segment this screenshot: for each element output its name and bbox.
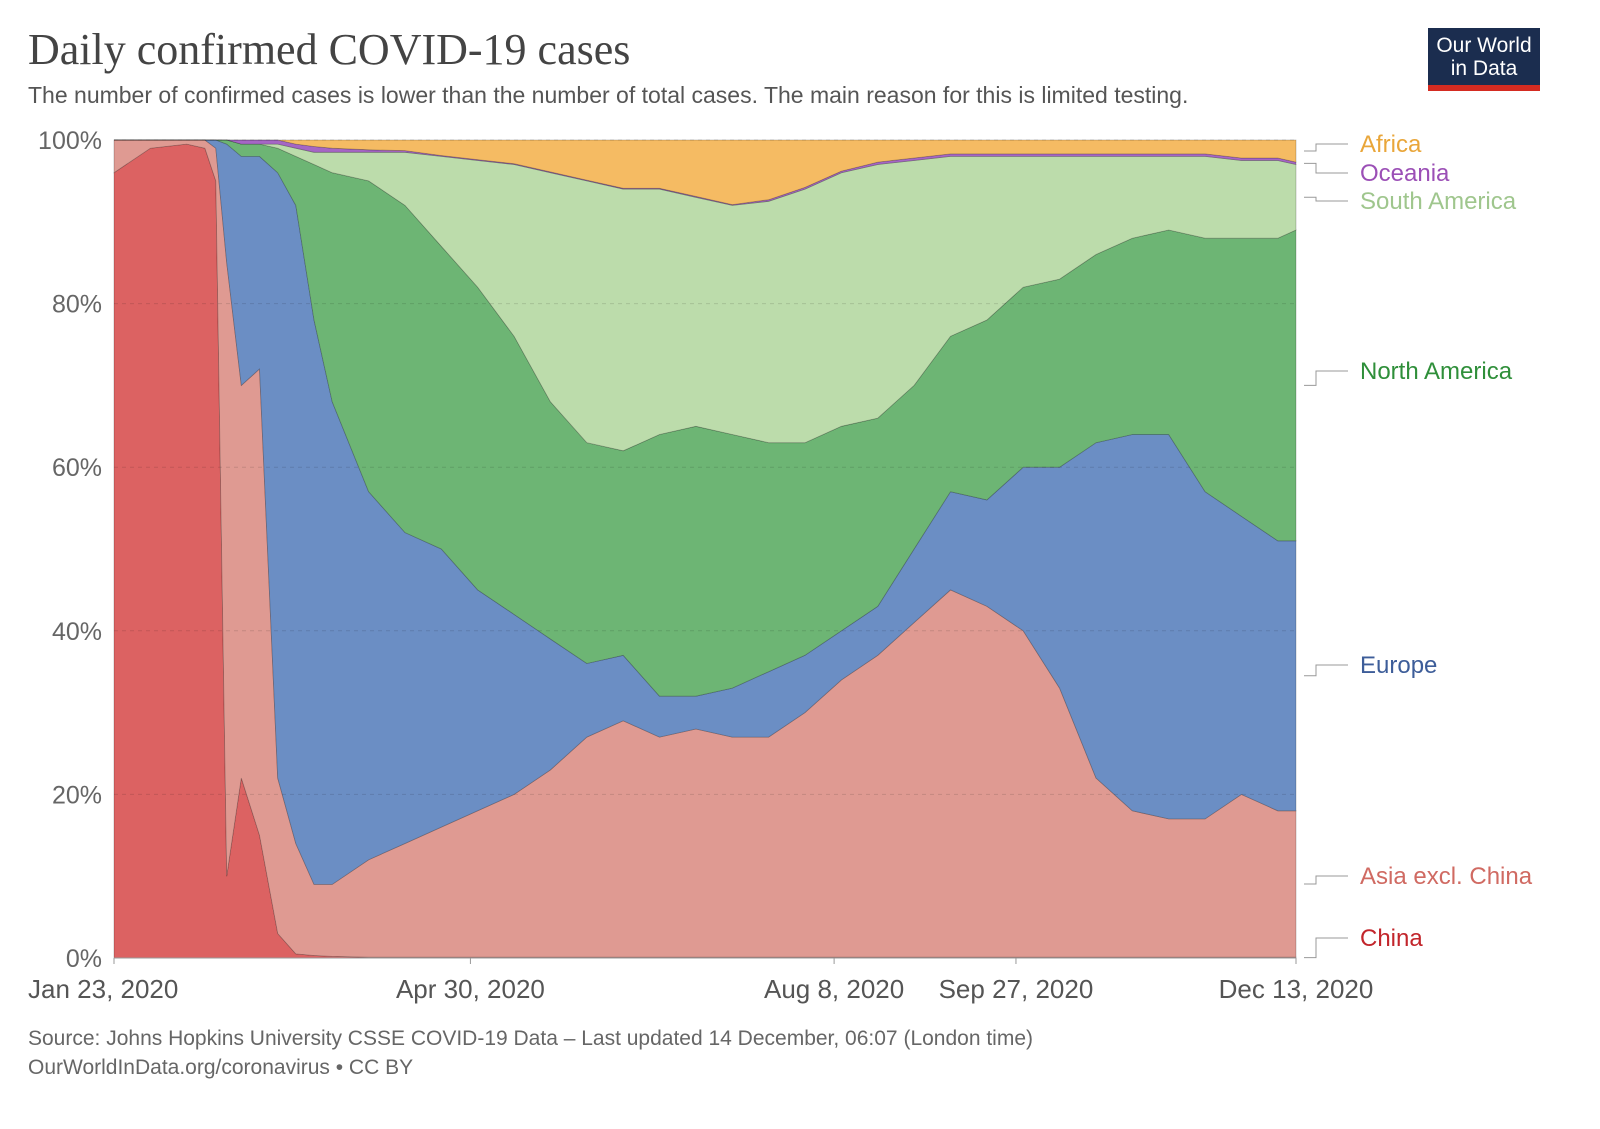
legend-label-oceania: Oceania <box>1360 160 1450 187</box>
source-text: Source: Johns Hopkins University CSSE CO… <box>28 1027 1034 1050</box>
legend-connector <box>1304 875 1348 885</box>
y-tick-label: 60% <box>52 454 102 482</box>
x-tick-label: Apr 30, 2020 <box>396 974 545 1004</box>
x-tick-label: Aug 8, 2020 <box>764 974 904 1004</box>
legend-label-south-america: South America <box>1360 188 1517 215</box>
source-note: Source: Johns Hopkins University CSSE CO… <box>28 1024 1033 1082</box>
legend-connector <box>1304 162 1348 174</box>
y-tick-label: 80% <box>52 291 102 319</box>
legend-label-china: China <box>1360 925 1423 952</box>
area-north-america <box>114 139 1297 697</box>
legend-label-africa: Africa <box>1360 131 1422 158</box>
chart-title: Daily confirmed COVID-19 cases <box>28 25 631 74</box>
owid-logo[interactable]: Our World in Data <box>1428 28 1540 91</box>
y-tick-label: 0% <box>66 945 102 973</box>
x-tick-label: Sep 27, 2020 <box>939 974 1094 1004</box>
legend-connector <box>1304 664 1348 677</box>
logo-line2: in Data <box>1450 57 1518 80</box>
license-text[interactable]: OurWorldInData.org/coronavirus • CC BY <box>28 1056 414 1079</box>
x-tick-label: Dec 13, 2020 <box>1219 974 1374 1004</box>
legend-connector <box>1304 143 1348 152</box>
area-africa <box>114 139 1297 206</box>
chart-subtitle: The number of confirmed cases is lower t… <box>28 82 1189 108</box>
legend-label-europe: Europe <box>1360 652 1437 679</box>
legend-connector <box>1304 196 1348 202</box>
x-tick-label: Jan 23, 2020 <box>28 974 178 1004</box>
y-tick-label: 20% <box>52 781 102 809</box>
legend-connector <box>1304 370 1348 386</box>
legend-connector <box>1304 937 1348 959</box>
legend-label-north-america: North America <box>1360 358 1513 385</box>
area-europe <box>114 139 1297 885</box>
legend-label-asia-excl-china: Asia excl. China <box>1360 863 1533 890</box>
y-tick-label: 100% <box>38 127 102 155</box>
logo-line1: Our World <box>1436 34 1532 57</box>
y-tick-label: 40% <box>52 618 102 646</box>
